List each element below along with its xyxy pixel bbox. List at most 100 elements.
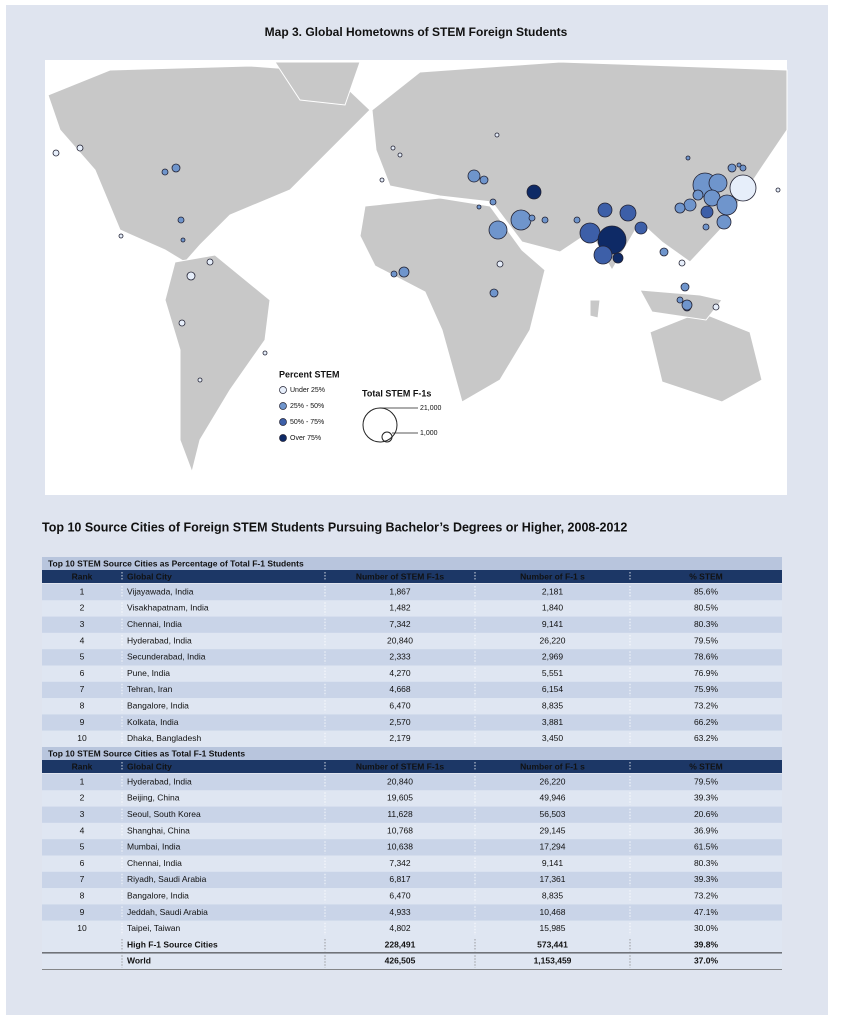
row-bg [42, 584, 782, 601]
header-bar [42, 760, 782, 773]
table-cell: 73.2% [694, 891, 719, 901]
city-bubble [708, 173, 728, 193]
table-cell: 79.5% [694, 776, 719, 786]
table-cell: 85.6% [694, 586, 719, 596]
legend-label: Over 75% [290, 435, 321, 442]
row-bg [42, 822, 782, 840]
row-bg [42, 855, 782, 872]
table-cell: Taipei, Taiwan [127, 923, 181, 933]
row-bg [42, 600, 782, 617]
table-cell: Pune, India [127, 668, 170, 678]
table-cell: 2 [80, 603, 85, 613]
city-bubble [379, 177, 385, 183]
city-bubble [52, 149, 60, 157]
row-bg [42, 616, 782, 633]
city-bubble [489, 198, 497, 206]
table-cell: 7 [80, 684, 85, 694]
legend-swatch [279, 418, 287, 426]
section-title: Top 10 STEM Source Cities as Percentage … [48, 558, 304, 568]
city-bubble [702, 223, 710, 231]
table-cell: 3,450 [542, 733, 564, 743]
table-cell: Vijayawada, India [127, 586, 194, 596]
row-bg [42, 714, 782, 731]
table-cell: 9,141 [542, 858, 564, 868]
city-bubble [593, 245, 613, 265]
table-cell: 17,361 [540, 874, 566, 884]
city-bubble [489, 288, 499, 298]
section-title-bar [42, 747, 782, 760]
row-bg [42, 920, 782, 937]
row-bg [42, 839, 782, 856]
city-bubble [479, 175, 489, 185]
table-cell: 75.9% [694, 684, 719, 694]
header-cell: Global City [127, 761, 172, 771]
header-cell: Number of STEM F-1s [356, 571, 445, 581]
table-cell: 79.5% [694, 635, 719, 645]
city-bubble [692, 189, 704, 201]
table-cell: 4 [80, 635, 85, 645]
table-cell: 9,141 [542, 619, 564, 629]
table-cell: Mumbai, India [127, 842, 181, 852]
table-cell: 5 [80, 842, 85, 852]
table-cell: 6 [80, 668, 85, 678]
row-bg [42, 665, 782, 682]
table-cell: 6,154 [542, 684, 564, 694]
table-cell: Chennai, India [127, 619, 182, 629]
table-cell: 6 [80, 858, 85, 868]
legend-label: Under 25% [290, 387, 325, 394]
table-cell: 1 [80, 586, 85, 596]
row-bg [42, 632, 782, 650]
table-cell: Kolkata, India [127, 717, 179, 727]
table-cell: Beijing, China [127, 793, 180, 803]
table-cell: 1 [80, 776, 85, 786]
total-cell: 37.0% [694, 956, 719, 966]
table-cell: 4,802 [389, 923, 411, 933]
table-cell: 76.9% [694, 668, 719, 678]
header-cell: Rank [72, 571, 93, 581]
city-bubbles [52, 132, 781, 383]
city-bubble [685, 155, 691, 161]
header-bar [42, 570, 782, 583]
city-bubble [739, 164, 747, 172]
section-title-bar [42, 557, 782, 570]
city-bubble [678, 259, 686, 267]
table-cell: 39.3% [694, 874, 719, 884]
table-cell: Seoul, South Korea [127, 809, 201, 819]
city-bubble [397, 152, 403, 158]
city-bubble [76, 144, 84, 152]
table-cell: 1,482 [389, 603, 411, 613]
city-bubble [727, 163, 737, 173]
table-cell: 9 [80, 717, 85, 727]
table-cell: 3,881 [542, 717, 564, 727]
row-bg [42, 904, 782, 921]
city-bubble [398, 266, 410, 278]
table-cell: 10,768 [387, 825, 413, 835]
table-cell: 1,867 [389, 586, 411, 596]
table-cell: 10,638 [387, 842, 413, 852]
row-bg [42, 649, 782, 666]
table-cell: 1,840 [542, 603, 564, 613]
header-cell: Number of F-1 s [520, 571, 585, 581]
size-label: 1,000 [420, 430, 438, 437]
table-cell: 3 [80, 619, 85, 629]
table-cell: 29,145 [540, 825, 566, 835]
table-cell: 20,840 [387, 635, 413, 645]
city-bubble [634, 221, 648, 235]
city-bubble [700, 205, 714, 219]
table-cell: 26,220 [540, 635, 566, 645]
city-bubble [197, 377, 203, 383]
size-key [381, 431, 393, 443]
city-bubble [597, 202, 613, 218]
header-cell: Rank [72, 761, 93, 771]
table-cell: 26,220 [540, 776, 566, 786]
table-cell: Chennai, India [127, 858, 182, 868]
table-cell: Riyadh, Saudi Arabia [127, 874, 207, 884]
table-cell: 30.0% [694, 923, 719, 933]
city-bubble [541, 216, 549, 224]
table-cell: 4,270 [389, 668, 411, 678]
total-label: High F-1 Source Cities [127, 939, 218, 949]
total-cell: 1,153,459 [534, 956, 572, 966]
city-bubble [681, 299, 693, 311]
table-cell: 78.6% [694, 652, 719, 662]
